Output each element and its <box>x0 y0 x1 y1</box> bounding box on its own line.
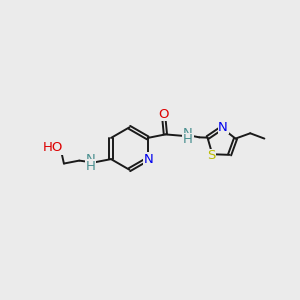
Text: O: O <box>159 108 169 121</box>
Text: N: N <box>183 127 193 140</box>
Text: HO: HO <box>43 141 63 154</box>
Text: H: H <box>183 133 193 146</box>
Text: N: N <box>218 121 228 134</box>
Text: S: S <box>207 149 216 162</box>
Text: N: N <box>144 153 154 166</box>
Text: N: N <box>85 153 95 166</box>
Text: H: H <box>85 160 95 173</box>
